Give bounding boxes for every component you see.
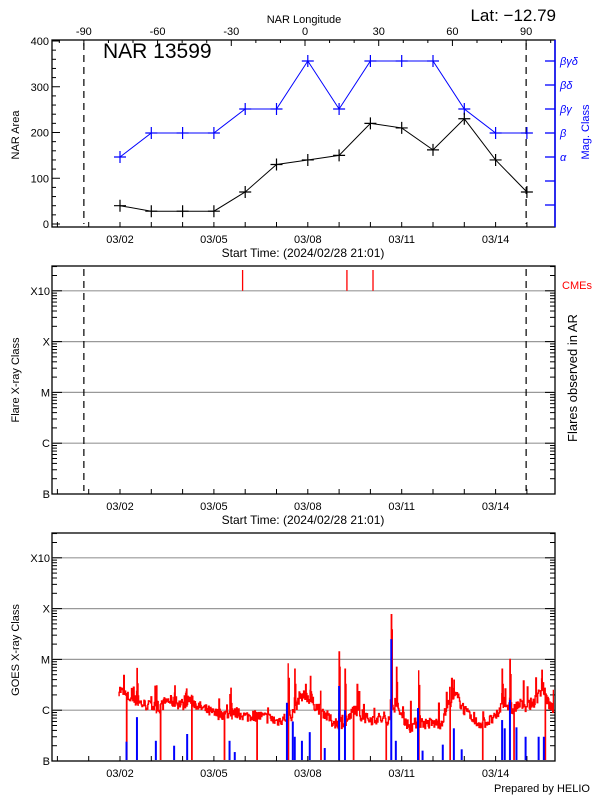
x-tick-label: 03/02 [106,501,134,513]
area-tick-label: 200 [31,128,49,140]
plot-frame [51,265,556,495]
mag-class-tick-label: β [559,128,567,140]
prepared-by-credit: Prepared by HELIO [494,783,590,795]
x-tick-label: 03/05 [200,501,228,513]
mag-class-point [207,127,220,139]
mag-class-tick-label: βδ [559,80,573,92]
area-point [333,149,346,162]
plot-frame [51,532,556,762]
mag-class-point [364,55,377,67]
y-tick-label: X [43,337,51,349]
area-point [176,205,189,218]
latitude-label: Lat: −12.79 [470,6,556,25]
y-tick-label: C [42,438,50,450]
longitude-tick-label: 0 [302,26,308,38]
y-tick-label: X [43,604,51,616]
x-tick-label: 03/14 [482,768,510,780]
mag-class-point [239,103,252,115]
area-point [364,117,377,130]
area-point [301,153,314,166]
x-tick-label: 03/02 [106,234,134,246]
area-tick-label: 100 [31,173,49,185]
mag-class-point [301,55,314,67]
x-tick-label: 03/02 [106,768,134,780]
area-point [270,158,283,171]
y-tick-label: B [43,489,50,501]
longitude-tick-label: 30 [373,26,385,38]
x-tick-label: 03/14 [482,234,510,246]
flare-class-axis-title: Flare X-ray Class [10,337,22,422]
x-tick-label: 03/05 [200,768,228,780]
longitude-tick-label: 60 [446,26,458,38]
area-point [489,153,502,166]
mag-class-point [114,151,126,163]
longitude-tick-label: -30 [223,26,239,38]
mag-class-point [427,55,439,67]
goes-plot-area [118,614,554,760]
area-point [207,205,220,218]
area-point [520,185,533,198]
goes-class-axis-title: GOES X-ray Class [10,604,22,696]
mag-class-point [395,55,408,67]
mag-class-point [145,127,158,139]
mag-class-tick-label: βγ [559,104,573,116]
x-tick-label: 03/14 [482,501,510,513]
mag-class-axis-title: Mag. Class [580,104,592,160]
longitude-tick-label: -60 [150,26,166,38]
y-tick-label: X10 [30,286,50,298]
mag-class-point [270,103,283,115]
area-point [427,143,439,156]
middle-start-time-label: Start Time: (2024/02/28 21:01) [222,513,385,527]
region-label: NAR 13599 [103,40,212,63]
longitude-tick-label: -90 [76,26,92,38]
area-point [114,199,126,212]
flares-observed-axis-title: Flares observed in AR [565,314,580,442]
mag-class-point [489,127,502,139]
top-start-time-label: Start Time: (2024/02/28 21:01) [222,246,385,260]
longitude-tick-label: 90 [520,26,532,38]
area-tick-label: 0 [43,219,49,231]
y-tick-label: X10 [30,553,50,565]
area-point [458,112,471,125]
mag-class-point [333,103,346,115]
x-tick-label: 03/11 [388,501,415,513]
y-tick-label: M [41,387,50,399]
x-tick-label: 03/08 [294,768,322,780]
mag-class-tick-label: α [560,152,567,164]
longitude-axis-title: NAR Longitude [267,14,342,26]
area-tick-label: 300 [31,82,49,94]
area-axis-title: NAR Area [10,110,22,160]
mag-class-tick-label: βγδ [559,56,579,68]
x-tick-label: 03/11 [388,234,415,246]
area-point [145,205,158,218]
y-tick-label: B [43,756,50,768]
x-tick-label: 03/08 [294,501,322,513]
y-tick-label: M [41,654,50,666]
y-tick-label: C [42,705,50,717]
cme-label: CMEs [562,280,592,292]
area-point [395,121,408,134]
mag-class-point [176,127,189,139]
x-tick-label: 03/08 [294,234,322,246]
area-tick-label: 400 [31,36,49,48]
mag-class-point [520,127,533,139]
area-point [239,185,252,198]
x-tick-label: 03/05 [200,234,228,246]
x-tick-label: 03/11 [388,768,415,780]
